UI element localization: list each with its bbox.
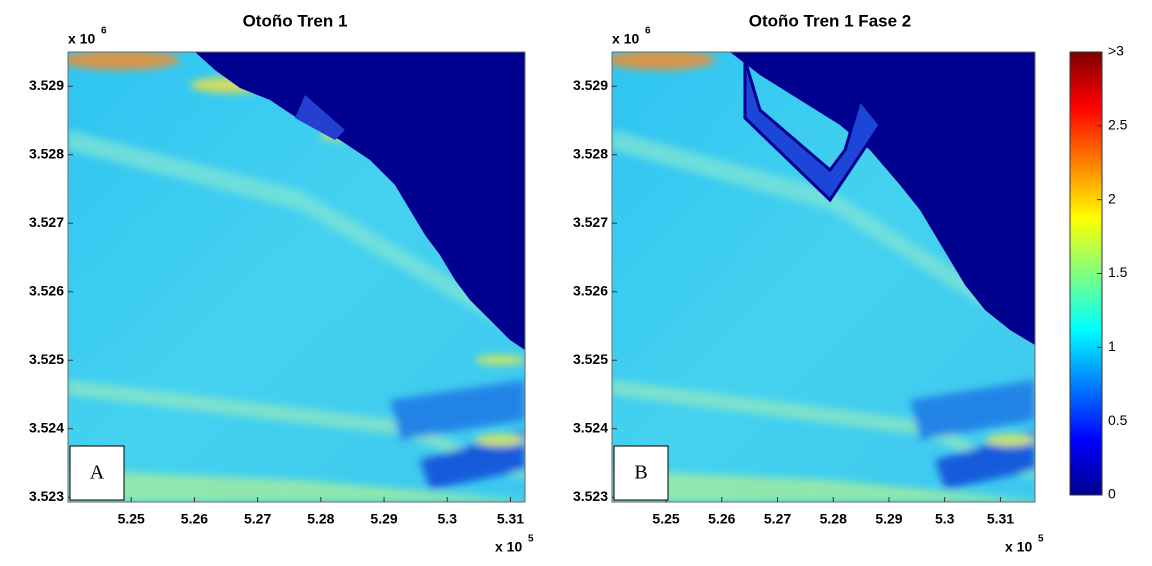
colorbar-tick-label: 2 (1108, 190, 1116, 206)
y-tick-label: 3.526 (29, 282, 64, 298)
x-tick-label: 5.27 (764, 511, 791, 527)
x-tick-label: 5.31 (497, 511, 524, 527)
y-tick-label: 3.524 (29, 419, 64, 435)
y-tick-label: 3.523 (573, 488, 608, 504)
x-multiplier: x 10 (1005, 539, 1032, 555)
x-tick-label: 5.27 (244, 511, 271, 527)
y-tick-label: 3.528 (573, 145, 608, 161)
field-b (612, 52, 1035, 502)
axes-frame (67, 51, 526, 503)
y-tick-label: 3.527 (573, 214, 608, 230)
colorbar-tick-label: >3 (1108, 43, 1124, 59)
x-tick-label: 5.26 (181, 511, 208, 527)
y-tick-label: 3.529 (29, 77, 64, 93)
x-multiplier-power: 5 (1038, 534, 1044, 545)
x-tick-label: 5.31 (987, 511, 1014, 527)
y-multiplier-power: 6 (645, 26, 651, 37)
y-multiplier: x 10 (612, 31, 639, 47)
colorbar-tick-label: 0 (1108, 486, 1116, 502)
y-multiplier-power: 6 (101, 26, 107, 37)
x-tick-label: 5.28 (820, 511, 847, 527)
y-tick-label: 3.525 (29, 351, 64, 367)
y-tick-label: 3.523 (29, 488, 64, 504)
x-tick-label: 5.25 (652, 511, 679, 527)
panel-label-box (613, 445, 669, 501)
y-tick-label: 3.529 (573, 77, 608, 93)
x-tick-label: 5.29 (875, 511, 902, 527)
panel-label: A (90, 462, 105, 484)
chart-title: Otoño Tren 1 (243, 11, 348, 30)
panel-label: B (634, 462, 647, 484)
axes-frame (611, 51, 1036, 503)
colorbar-tick-label: 2.5 (1108, 117, 1128, 133)
x-tick-label: 5.25 (118, 511, 145, 527)
y-tick-label: 3.526 (573, 282, 608, 298)
x-tick-label: 5.3 (438, 511, 458, 527)
chart-title: Otoño Tren 1 Fase 2 (749, 11, 912, 30)
x-tick-label: 5.28 (307, 511, 334, 527)
y-tick-label: 3.528 (29, 145, 64, 161)
x-multiplier-power: 5 (528, 534, 534, 545)
y-tick-label: 3.525 (573, 351, 608, 367)
x-tick-label: 5.29 (370, 511, 397, 527)
colorbar-tick-label: 0.5 (1108, 412, 1128, 428)
panel-label-box (69, 445, 125, 501)
colorbar-tick-label: 1 (1108, 338, 1116, 354)
field-a (68, 52, 525, 502)
x-tick-label: 5.3 (935, 511, 955, 527)
colorbar-tick-label: 1.5 (1108, 264, 1128, 280)
x-tick-label: 5.26 (708, 511, 735, 527)
y-multiplier: x 10 (68, 31, 95, 47)
y-tick-label: 3.524 (573, 419, 608, 435)
y-tick-label: 3.527 (29, 214, 64, 230)
x-multiplier: x 10 (495, 539, 522, 555)
